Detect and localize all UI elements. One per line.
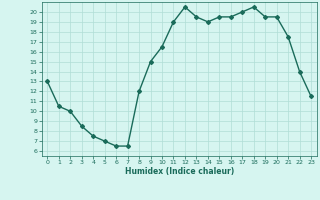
X-axis label: Humidex (Indice chaleur): Humidex (Indice chaleur) bbox=[124, 167, 234, 176]
